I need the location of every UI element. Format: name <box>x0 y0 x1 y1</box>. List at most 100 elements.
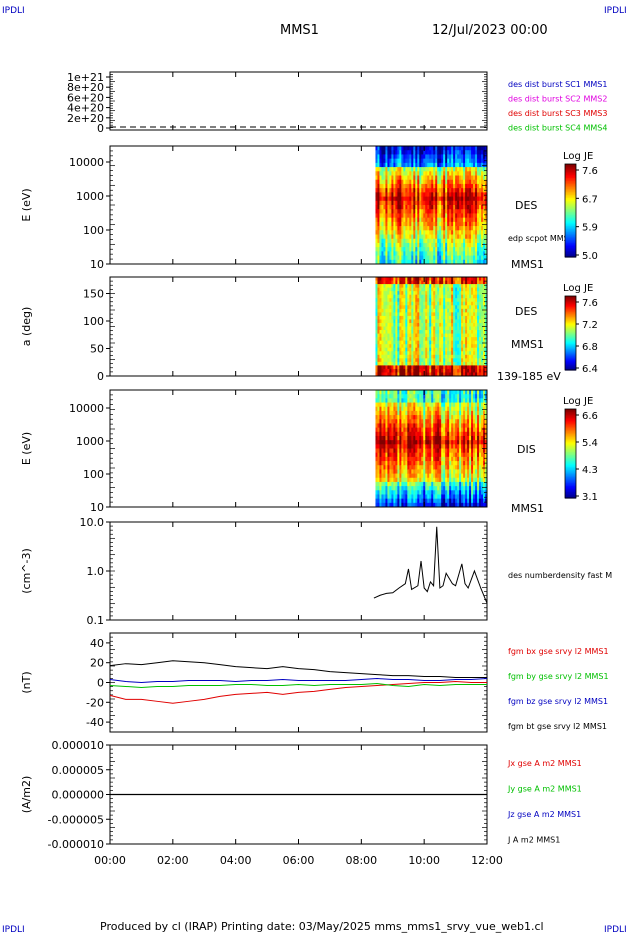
heatmap-cell <box>469 196 472 202</box>
heatmap-cell <box>429 435 432 441</box>
heatmap-cell <box>387 183 390 189</box>
heatmap-cell <box>475 351 478 356</box>
heatmap-cell <box>453 406 456 412</box>
heatmap-cell <box>383 465 386 470</box>
heatmap-cell <box>423 477 426 483</box>
heatmap-cell <box>381 305 384 310</box>
heatmap-cell <box>413 234 416 240</box>
heatmap-cell <box>439 330 442 335</box>
heatmap-cell <box>473 196 476 202</box>
heatmap-cell <box>427 287 430 292</box>
heatmap-cell <box>475 490 478 495</box>
heatmap-cell <box>439 347 442 352</box>
heatmap-cell <box>413 326 416 331</box>
heatmap-cell <box>419 298 422 303</box>
heatmap-cell <box>411 361 414 366</box>
heatmap-cell <box>389 150 392 155</box>
heatmap-cell <box>383 294 386 299</box>
heatmap-cell <box>469 298 472 303</box>
heatmap-cell <box>441 287 444 292</box>
heatmap-cell <box>395 326 398 331</box>
heatmap-cell <box>453 238 456 244</box>
heatmap-cell <box>381 390 384 395</box>
heatmap-cell <box>381 486 384 491</box>
colorbar-segment <box>565 177 576 181</box>
heatmap-cell <box>471 213 474 219</box>
heatmap-cell <box>479 427 482 433</box>
heatmap-cell <box>439 200 442 206</box>
heatmap-cell <box>441 354 444 359</box>
heatmap-cell <box>477 340 480 345</box>
heatmap-cell <box>463 398 466 404</box>
heatmap-cell <box>433 494 436 500</box>
heatmap-cell <box>419 502 422 508</box>
heatmap-cell <box>481 209 484 214</box>
heatmap-cell <box>451 213 454 219</box>
heatmap-cell <box>409 179 412 185</box>
heatmap-cell <box>427 394 430 399</box>
heatmap-cell <box>439 398 442 404</box>
heatmap-cell <box>467 301 470 306</box>
colorbar-segment <box>565 365 576 367</box>
heatmap-cell <box>481 347 484 352</box>
heatmap-cell <box>473 319 476 324</box>
heatmap-cell <box>459 473 462 479</box>
heatmap-cell <box>419 368 422 373</box>
heatmap-cell <box>391 372 394 377</box>
heatmap-cell <box>441 490 444 495</box>
heatmap-cell <box>435 465 438 470</box>
heatmap-cell <box>481 234 484 240</box>
heatmap-cell <box>399 415 402 420</box>
heatmap-cell <box>395 354 398 359</box>
heatmap-cell <box>381 344 384 349</box>
heatmap-cell <box>433 179 436 185</box>
heatmap-cell <box>447 158 450 164</box>
heatmap-cell <box>477 465 480 470</box>
heatmap-cell <box>375 498 378 504</box>
heatmap-cell <box>417 394 420 399</box>
heatmap-cell <box>381 333 384 338</box>
heatmap-cell <box>387 217 390 223</box>
heatmap-cell <box>417 154 420 160</box>
heatmap-cell <box>443 415 446 420</box>
heatmap-cell <box>449 427 452 433</box>
heatmap-cell <box>473 322 476 327</box>
heatmap-cell <box>471 217 474 223</box>
heatmap-cell <box>413 330 416 335</box>
heatmap-cell <box>441 390 444 395</box>
heatmap-cell <box>455 365 458 370</box>
heatmap-cell <box>419 486 422 491</box>
heatmap-cell <box>407 340 410 345</box>
heatmap-cell <box>479 319 482 324</box>
heatmap-cell <box>439 238 442 244</box>
heatmap-cell <box>433 280 436 285</box>
heatmap-cell <box>451 326 454 331</box>
heatmap-cell <box>441 175 444 181</box>
heatmap-cell <box>431 226 434 231</box>
heatmap-cell <box>437 435 440 441</box>
heatmap-cell <box>387 502 390 508</box>
heatmap-cell <box>413 473 416 479</box>
heatmap-cell <box>379 473 382 479</box>
heatmap-cell <box>437 365 440 370</box>
heatmap-cell <box>459 333 462 338</box>
heatmap-cell <box>393 158 396 164</box>
heatmap-cell <box>451 347 454 352</box>
heatmap-cell <box>419 213 422 219</box>
heatmap-cell <box>441 188 444 193</box>
heatmap-cell <box>475 465 478 470</box>
heatmap-cell <box>383 452 386 458</box>
heatmap-cell <box>471 326 474 331</box>
heatmap-cell <box>393 498 396 504</box>
heatmap-cell <box>453 305 456 310</box>
heatmap-cell <box>423 213 426 219</box>
heatmap-cell <box>449 456 452 462</box>
heatmap-cell <box>443 294 446 299</box>
heatmap-cell <box>427 351 430 356</box>
heatmap-cell <box>465 410 468 416</box>
heatmap-cell <box>443 494 446 500</box>
heatmap-cell <box>401 150 404 155</box>
heatmap-cell <box>389 326 392 331</box>
heatmap-cell <box>379 205 382 210</box>
heatmap-cell <box>449 280 452 285</box>
